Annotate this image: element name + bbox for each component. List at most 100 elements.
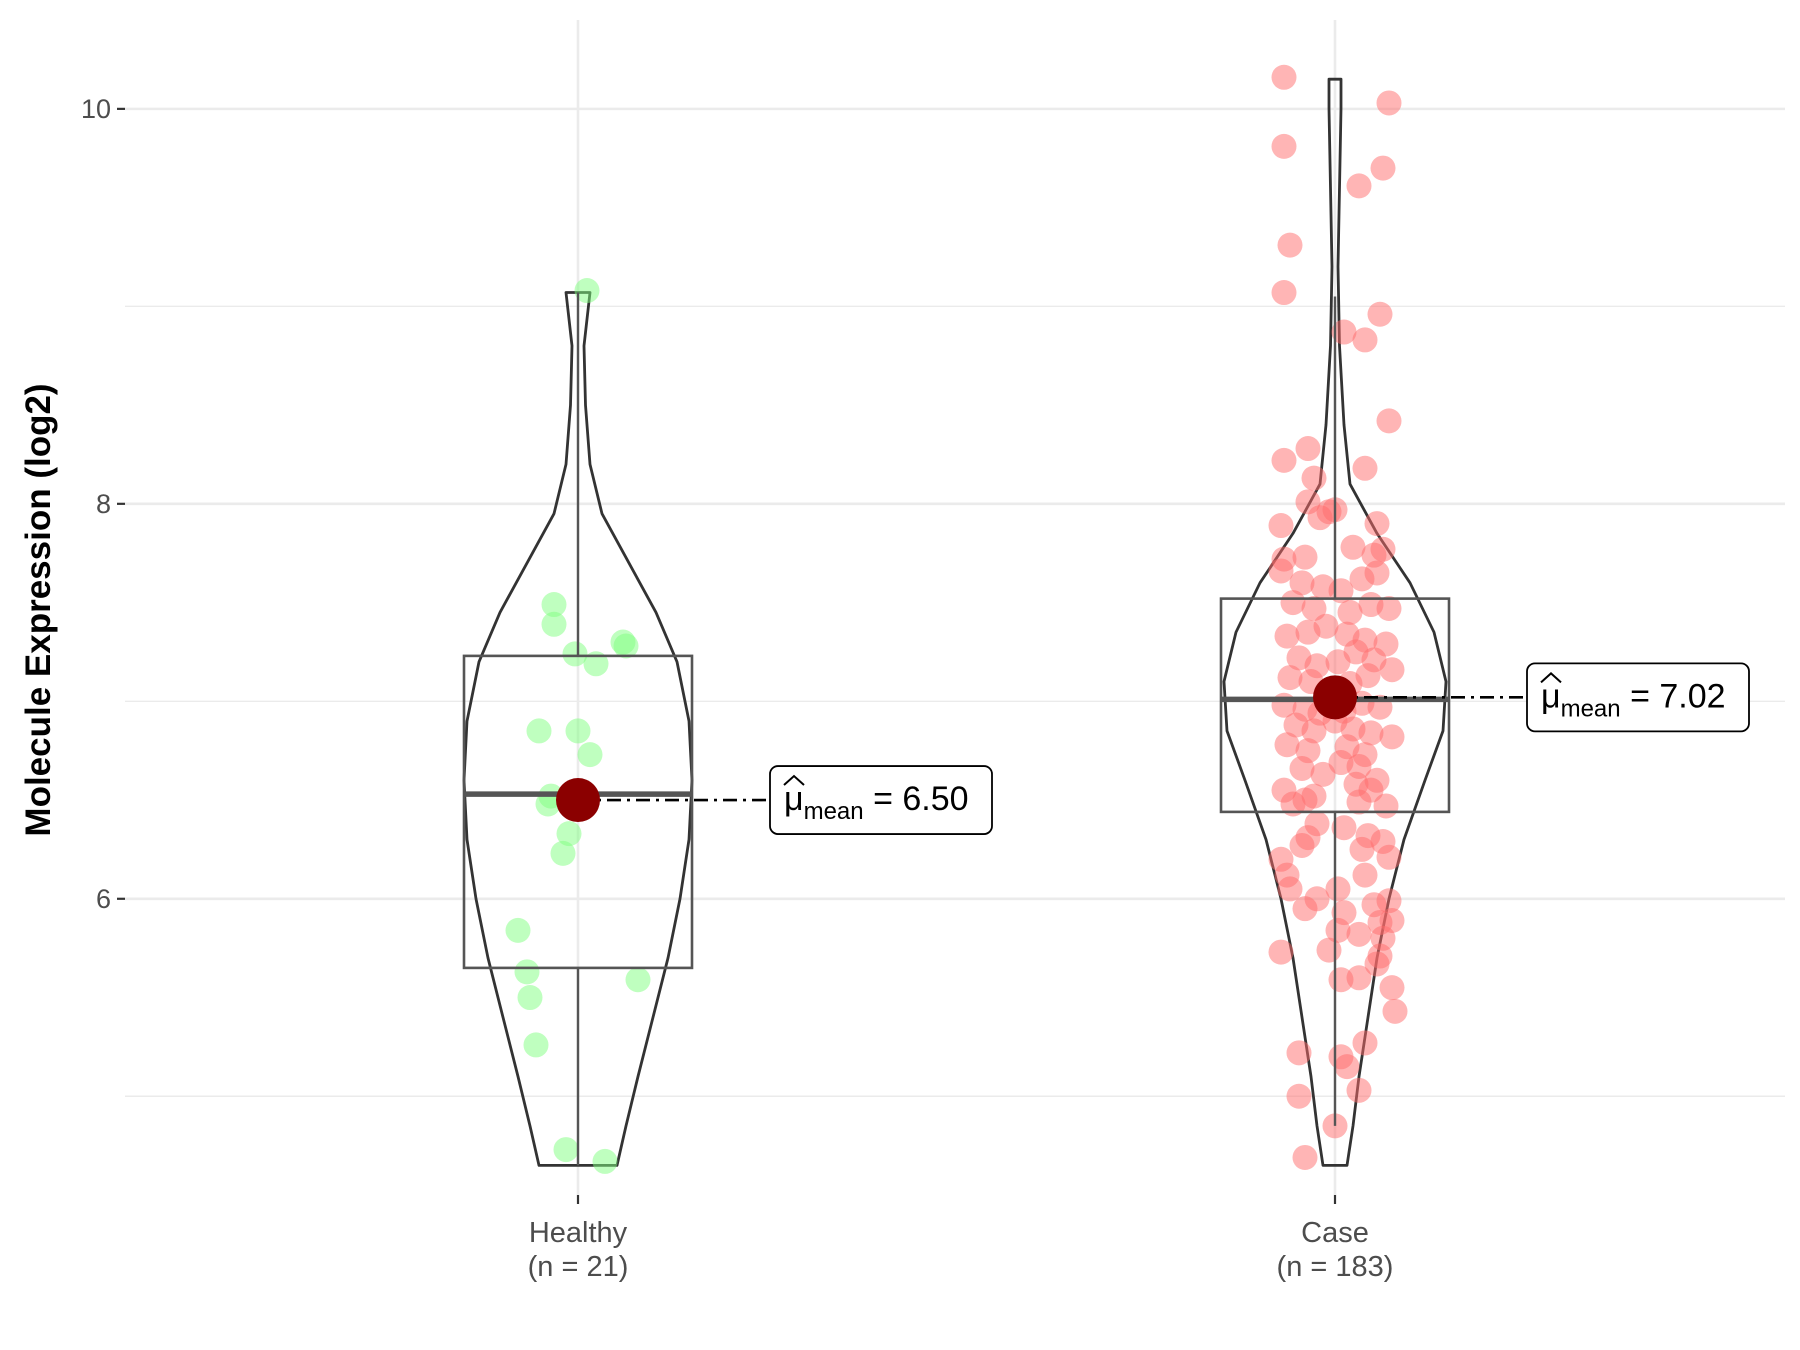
data-point <box>574 278 600 304</box>
grid <box>125 20 1785 1195</box>
data-point <box>583 651 609 677</box>
data-point <box>1376 844 1402 870</box>
data-point <box>1289 570 1315 596</box>
y-axis-title: Molecule Expression (log2) <box>19 383 58 836</box>
data-point <box>1346 1077 1372 1103</box>
data-point <box>1376 408 1402 434</box>
data-point <box>1382 998 1408 1024</box>
data-point <box>1346 173 1372 199</box>
data-point <box>1274 732 1300 758</box>
mean-point <box>556 778 600 823</box>
mean-label: μmean = 6.50 <box>784 780 969 825</box>
data-point <box>1286 1040 1312 1066</box>
data-point <box>1277 232 1303 258</box>
data-point <box>1340 534 1366 560</box>
data-point <box>1367 301 1393 327</box>
data-point <box>625 967 651 993</box>
data-point <box>1292 896 1318 922</box>
data-point <box>1289 755 1315 781</box>
data-point <box>1376 888 1402 914</box>
mean-point <box>1313 675 1357 720</box>
mean-label-box <box>769 765 993 835</box>
data-point <box>1346 789 1372 815</box>
y-tick-label: 6 <box>96 884 111 914</box>
x-category-count: (n = 183) <box>1277 1251 1394 1283</box>
data-point <box>514 959 540 985</box>
data-point <box>1352 455 1378 481</box>
data-point <box>1376 595 1402 621</box>
mu-hat <box>783 774 805 786</box>
data-point <box>1271 280 1297 306</box>
data-point <box>1277 665 1303 691</box>
data-point <box>505 917 531 943</box>
data-point <box>1301 465 1327 491</box>
data-point <box>1355 663 1381 689</box>
mean-label-box <box>1526 662 1750 733</box>
data-point <box>1313 613 1339 639</box>
data-point <box>553 1137 579 1163</box>
data-point <box>1370 155 1396 181</box>
box <box>462 654 694 970</box>
data-point <box>1346 921 1372 947</box>
data-point <box>1352 327 1378 353</box>
data-point <box>1325 917 1351 943</box>
data-point <box>1292 544 1318 570</box>
data-point <box>1310 761 1336 787</box>
data-point <box>1271 447 1297 473</box>
data-point <box>1376 90 1402 116</box>
data-point <box>1364 951 1390 977</box>
data-points <box>505 64 1408 1174</box>
mu-hat <box>1540 672 1562 684</box>
data-point <box>556 821 582 847</box>
y-tick-label: 8 <box>96 489 111 519</box>
x-category-count: (n = 21) <box>528 1251 629 1283</box>
mean-markers: μmean = 6.50 μmean = 7.02 <box>556 662 1750 835</box>
data-point <box>1316 937 1342 963</box>
data-point <box>1328 967 1354 993</box>
y-tick-label: 10 <box>81 94 111 124</box>
data-point <box>1334 1054 1360 1080</box>
data-point <box>1280 590 1306 616</box>
data-point <box>1286 1083 1312 1109</box>
data-point <box>1379 657 1405 683</box>
data-point <box>1307 505 1333 531</box>
data-point <box>1274 623 1300 649</box>
data-point <box>1337 599 1363 625</box>
data-point <box>523 1032 549 1058</box>
mean-label: μmean = 7.02 <box>1541 677 1726 722</box>
data-point <box>577 742 603 768</box>
data-point <box>1268 513 1294 539</box>
data-point <box>1325 876 1351 902</box>
data-point <box>1271 64 1297 90</box>
data-point <box>1331 319 1357 345</box>
data-point <box>613 633 639 659</box>
violin-healthy <box>462 291 694 1167</box>
data-point <box>1379 724 1405 750</box>
data-point <box>562 641 588 667</box>
data-point <box>1277 876 1303 902</box>
data-point <box>550 840 576 866</box>
data-point <box>1379 975 1405 1001</box>
data-point <box>1331 815 1357 841</box>
data-point <box>1370 536 1396 562</box>
box <box>1219 597 1451 814</box>
data-point <box>1352 1030 1378 1056</box>
x-category-label: Healthy <box>529 1217 628 1249</box>
data-point <box>565 718 591 744</box>
data-point <box>1289 832 1315 858</box>
data-point <box>1292 1144 1318 1170</box>
data-point <box>1271 133 1297 159</box>
data-point <box>535 791 561 817</box>
data-point <box>1358 720 1384 746</box>
data-point <box>517 985 543 1011</box>
x-category-label: Case <box>1301 1217 1369 1249</box>
data-point <box>1268 558 1294 584</box>
data-point <box>526 718 552 744</box>
data-point <box>1268 939 1294 965</box>
data-point <box>592 1148 618 1174</box>
data-point <box>541 592 567 618</box>
data-point <box>1301 595 1327 621</box>
data-point <box>1364 511 1390 537</box>
data-point <box>1295 436 1321 462</box>
